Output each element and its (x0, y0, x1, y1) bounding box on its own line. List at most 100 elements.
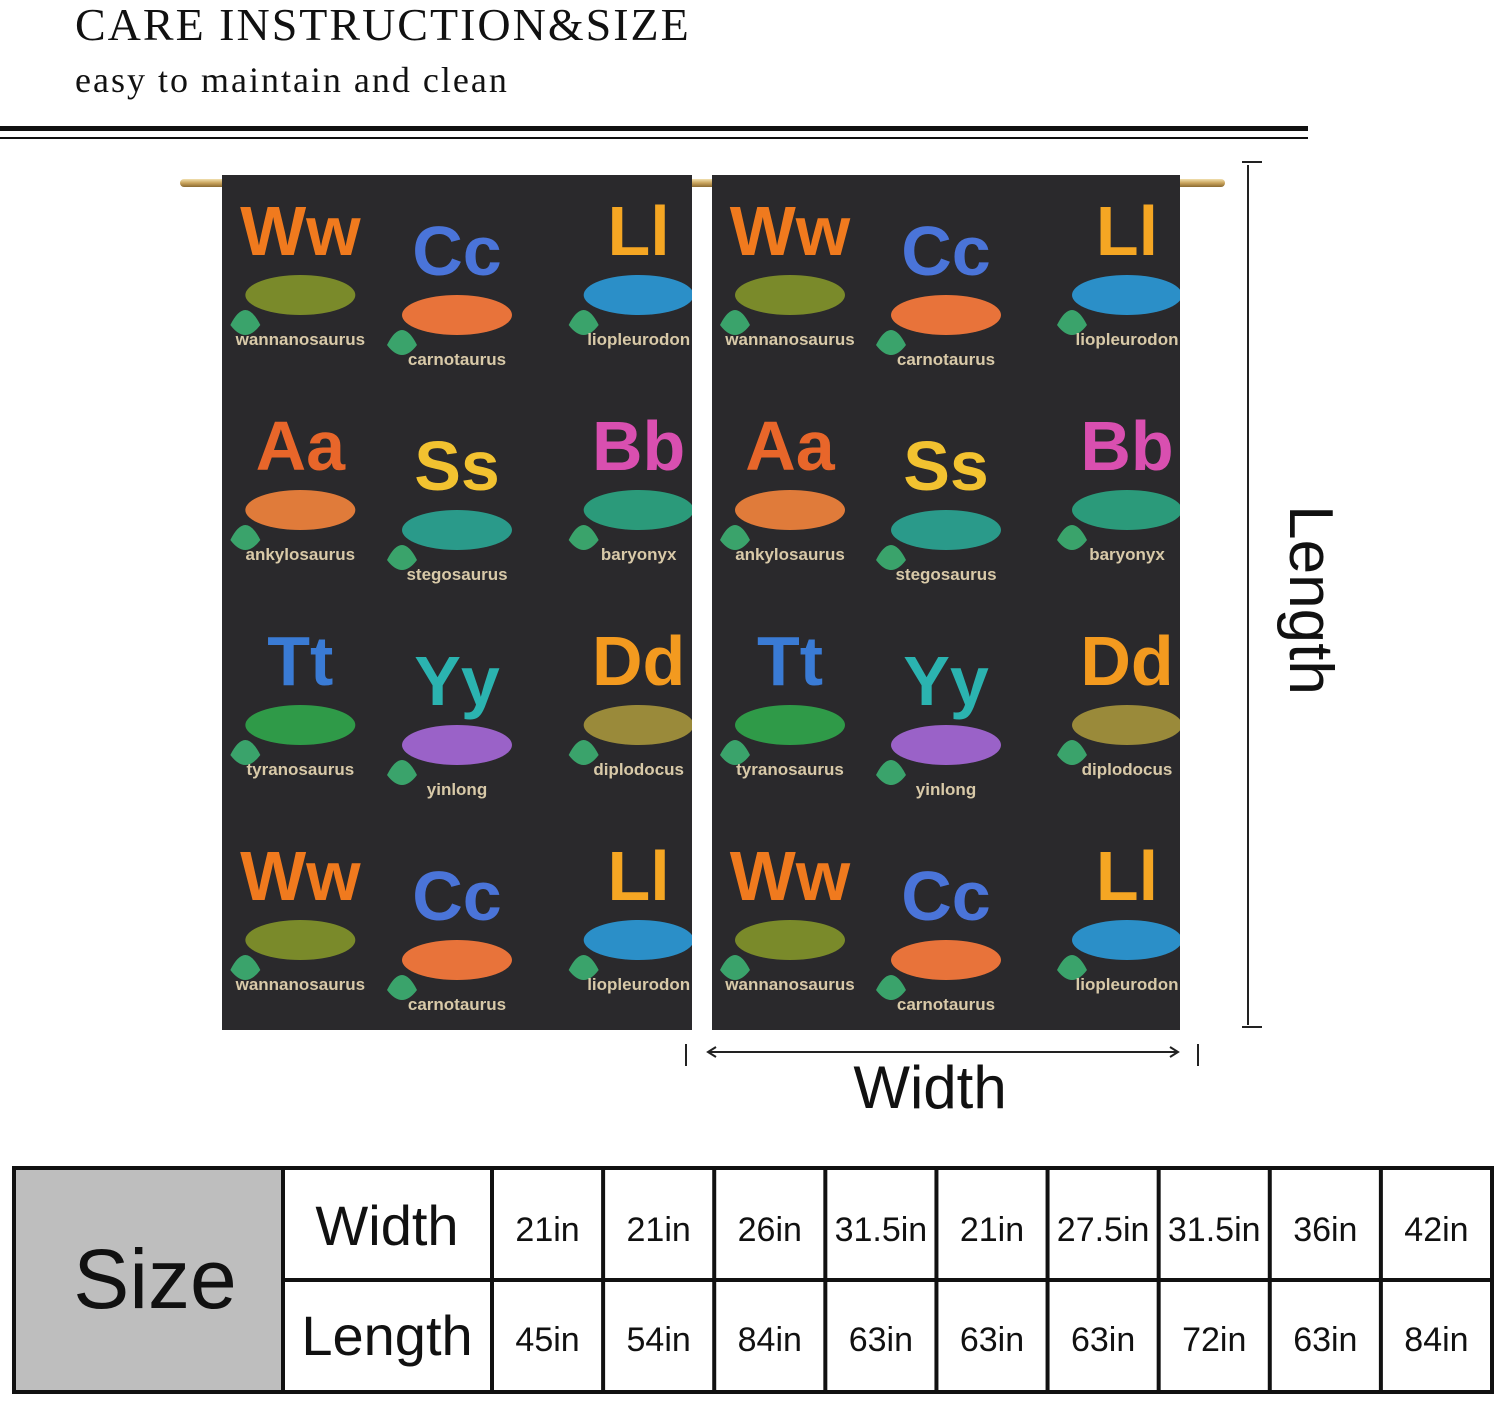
table-cell: 31.5in (1168, 1211, 1261, 1249)
pattern-letters: Ww (240, 837, 361, 915)
pattern-name: wannanosaurus (235, 330, 365, 349)
left-curtain: Ww wannanosaurus Aa ankylosaurus Tt tyranosau… (222, 175, 692, 1030)
table-cell: 36in (1293, 1211, 1357, 1249)
pattern-letters: Ww (730, 192, 851, 270)
dinosaur (583, 490, 692, 530)
pattern-letters: Cc (901, 212, 990, 290)
dinosaur (1072, 490, 1180, 530)
pattern-name: wannanosaurus (724, 975, 854, 994)
title: CARE INSTRUCTION&SIZE (75, 0, 691, 50)
leaf (720, 740, 750, 765)
dinosaur (891, 295, 1001, 335)
pattern-letters: Bb (1080, 407, 1173, 485)
pattern-name: carnotaurus (897, 350, 995, 369)
pattern-letters: Ll (608, 837, 670, 915)
pattern-name: stegosaurus (895, 565, 996, 584)
pattern-letters: Ss (414, 427, 500, 505)
divider (0, 126, 1308, 131)
leaf (387, 975, 417, 1000)
dinosaur (583, 920, 692, 960)
table-cell: 84in (738, 1321, 802, 1359)
leaf (876, 975, 906, 1000)
length-label: Length (1276, 505, 1345, 695)
pattern-name: baryonyx (601, 545, 677, 564)
table-cell: 27.5in (1057, 1211, 1150, 1249)
dinosaur (735, 920, 845, 960)
leaf (1057, 310, 1087, 335)
pattern-name: diplodocus (1082, 760, 1173, 779)
dinosaur (583, 705, 692, 745)
pattern-letters: Dd (592, 622, 685, 700)
pattern-letters: Ww (240, 192, 361, 270)
pattern-name: carnotaurus (408, 350, 506, 369)
leaf (230, 310, 261, 335)
dinosaur (735, 490, 845, 530)
pattern-name: yinlong (427, 780, 487, 799)
table-cell: 84in (1404, 1321, 1468, 1359)
subtitle: easy to maintain and clean (75, 60, 509, 100)
pattern-letters: Dd (1080, 622, 1173, 700)
pattern-letters: Bb (592, 407, 685, 485)
pattern-name: tyranosaurus (736, 760, 844, 779)
table-cell: 21in (960, 1211, 1024, 1249)
table-cell: 42in (1404, 1211, 1468, 1249)
pattern-name: stegosaurus (406, 565, 507, 584)
pattern-name: baryonyx (1089, 545, 1165, 564)
table-cell: 63in (1293, 1321, 1357, 1359)
pattern-letters: Yy (903, 642, 989, 720)
leaf (1057, 525, 1087, 550)
table-cell: 63in (1071, 1321, 1135, 1359)
pattern-letters: Ss (903, 427, 989, 505)
pattern-letters: Ww (730, 837, 851, 915)
dinosaur (245, 705, 356, 745)
pattern-letters: Cc (412, 857, 501, 935)
pattern-name: diplodocus (593, 760, 684, 779)
leaf (568, 740, 599, 765)
pattern-letters: Aa (256, 407, 347, 485)
pattern-letters: Ll (1096, 192, 1158, 270)
dinosaur (402, 510, 512, 550)
pattern-name: wannanosaurus (724, 330, 854, 349)
leaf (387, 760, 417, 785)
leaf (568, 525, 599, 550)
table-cell: 31.5in (835, 1211, 928, 1249)
pattern-letters: Tt (757, 622, 823, 700)
table-cell: 45in (515, 1321, 579, 1359)
row-label: Width (315, 1194, 458, 1257)
dinosaur (1072, 275, 1180, 315)
dinosaur (735, 275, 845, 315)
pattern-name: carnotaurus (408, 995, 506, 1014)
dinosaur (402, 725, 512, 765)
dinosaur (891, 940, 1001, 980)
size-table: Size Width 21in 21in 26in 31.5in 21in 27.5in 31… (12, 1166, 1494, 1394)
leaf (1057, 740, 1087, 765)
divider (0, 137, 1308, 139)
leaf (230, 955, 261, 980)
dinosaur (891, 725, 1001, 765)
table-cell: 54in (627, 1321, 691, 1359)
row-label: Length (301, 1304, 472, 1367)
pattern-name: wannanosaurus (235, 975, 365, 994)
table-cell: 21in (627, 1211, 691, 1249)
pattern-letters: Ll (608, 192, 670, 270)
table-cell: 21in (515, 1211, 579, 1249)
dinosaur (891, 510, 1001, 550)
dinosaur (245, 920, 356, 960)
pattern-letters: Cc (901, 857, 990, 935)
leaf (568, 310, 599, 335)
size-label: Size (73, 1232, 236, 1326)
pattern-name: ankylosaurus (246, 545, 356, 564)
dinosaur (1072, 705, 1180, 745)
leaf (387, 330, 417, 355)
pattern-name: carnotaurus (897, 995, 995, 1014)
right-curtain: Ww wannanosaurus Aa ankylosaurus Tt tyranosau… (712, 175, 1180, 1030)
width-label: Width (853, 1054, 1006, 1121)
dinosaur (735, 705, 845, 745)
pattern-name: liopleurodon (1076, 330, 1179, 349)
pattern-name: liopleurodon (1076, 975, 1179, 994)
pattern-name: yinlong (916, 780, 976, 799)
pattern-name: tyranosaurus (246, 760, 354, 779)
leaf (876, 760, 906, 785)
table-cell: 63in (960, 1321, 1024, 1359)
